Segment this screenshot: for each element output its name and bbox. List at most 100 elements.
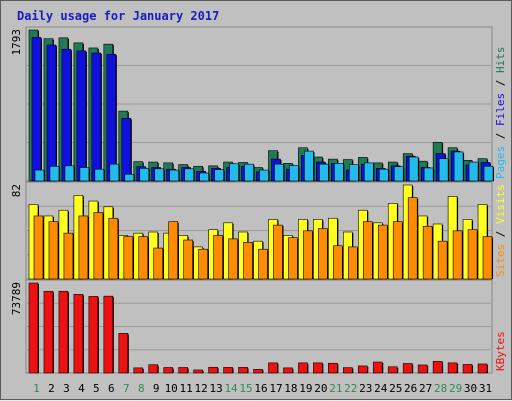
bar-pages-day-24 [378, 168, 389, 182]
bar-pages-day-25 [393, 166, 404, 182]
panel-2-legend: Sites / Visits [494, 184, 507, 277]
bar-kbytes-day-13 [208, 366, 218, 374]
bar-pages-day-7 [124, 173, 135, 182]
bar-pages-day-6 [109, 163, 120, 182]
x-tick-label: 7 [123, 382, 130, 395]
x-tick-label: 1 [33, 382, 40, 395]
x-tick-label: 21 [329, 382, 342, 395]
bar-pages-day-1 [34, 169, 45, 182]
bar-sites-day-21 [333, 245, 343, 280]
legend-entry: Pages [494, 146, 507, 179]
panel-1-legend: Pages / Files / Hits [494, 47, 507, 180]
chart-title: Daily usage for January 2017 [17, 9, 219, 23]
x-tick-label: 24 [374, 382, 388, 395]
bar-sites-day-5 [93, 212, 104, 280]
bar-pages-day-22 [349, 164, 359, 182]
bar-sites-day-3 [63, 232, 74, 280]
legend-entry: / [494, 73, 507, 93]
bar-sites-day-6 [108, 217, 119, 280]
bar-kbytes-day-29 [447, 362, 458, 374]
bar-sites-day-7 [123, 236, 134, 280]
bar-sites-day-9 [153, 247, 164, 280]
bar-files-day-5 [91, 52, 102, 182]
bar-kbytes-day-22 [343, 367, 353, 374]
panel-3-max-label: 73789 [10, 282, 23, 315]
x-tick-label: 19 [299, 382, 312, 395]
x-tick-label: 9 [153, 382, 160, 395]
bar-pages-day-19 [304, 150, 314, 182]
bar-pages-day-27 [423, 167, 434, 182]
x-tick-label: 15 [239, 382, 252, 395]
bar-pages-day-29 [453, 151, 464, 182]
bar-sites-day-24 [377, 224, 388, 280]
bar-kbytes-day-14 [223, 367, 233, 374]
bar-sites-day-19 [303, 230, 313, 280]
bar-kbytes-day-10 [163, 367, 174, 374]
bar-sites-day-17 [273, 224, 283, 280]
bar-pages-day-14 [229, 163, 239, 182]
bar-sites-day-13 [213, 235, 223, 280]
bar-files-day-3 [61, 48, 72, 182]
legend-entry: Sites [494, 244, 507, 277]
bar-pages-day-21 [334, 163, 344, 182]
bar-sites-day-20 [318, 228, 328, 280]
bar-kbytes-day-25 [387, 366, 398, 374]
bar-sites-day-26 [407, 197, 418, 280]
bar-sites-day-15 [243, 242, 253, 280]
bar-kbytes-day-24 [372, 361, 383, 374]
x-tick-label: 13 [209, 382, 222, 395]
bar-sites-day-28 [437, 240, 448, 280]
bar-pages-day-20 [319, 163, 329, 182]
panel-1-max-label: 1793 [10, 29, 23, 56]
x-tick-label: 28 [434, 382, 447, 395]
bar-kbytes-day-7 [118, 333, 129, 374]
bar-kbytes-day-15 [238, 367, 248, 374]
bar-kbytes-day-17 [268, 362, 278, 374]
x-tick-label: 3 [63, 382, 70, 395]
bar-kbytes-day-4 [73, 294, 84, 374]
bar-pages-day-13 [214, 169, 224, 182]
bar-pages-day-10 [169, 169, 180, 182]
x-tick-label: 31 [479, 382, 492, 395]
x-tick-label: 30 [464, 382, 477, 395]
bar-kbytes-day-1 [28, 282, 39, 374]
x-tick-label: 6 [108, 382, 115, 395]
legend-entry: Visits [494, 184, 507, 224]
bar-pages-day-17 [274, 163, 284, 182]
bar-sites-day-25 [392, 221, 403, 280]
bar-pages-day-3 [64, 165, 75, 182]
bar-kbytes-day-3 [58, 290, 69, 374]
x-tick-label: 17 [269, 382, 282, 395]
x-tick-label: 14 [224, 382, 238, 395]
x-tick-label: 16 [254, 382, 267, 395]
bar-files-day-6 [106, 53, 117, 182]
bar-kbytes-day-6 [103, 295, 114, 374]
bar-pages-day-26 [408, 156, 419, 182]
x-tick-label: 10 [165, 382, 178, 395]
x-tick-label: 20 [314, 382, 327, 395]
x-tick-label: 11 [180, 382, 193, 395]
bar-sites-day-18 [288, 237, 298, 280]
x-tick-label: 8 [138, 382, 145, 395]
x-tick-label: 4 [78, 382, 85, 395]
bar-sites-day-11 [183, 239, 193, 280]
bar-pages-day-16 [259, 169, 269, 182]
bar-sites-day-10 [168, 221, 179, 280]
bar-pages-day-30 [468, 161, 479, 182]
x-tick-label: 2 [48, 382, 55, 395]
bar-kbytes-day-11 [178, 367, 188, 374]
bar-pages-day-31 [483, 165, 494, 182]
x-tick-label: 29 [449, 382, 462, 395]
bar-kbytes-day-21 [328, 362, 338, 374]
bar-pages-day-4 [79, 167, 90, 182]
bar-kbytes-day-5 [88, 296, 99, 374]
bar-pages-day-15 [244, 163, 254, 182]
bar-kbytes-day-12 [193, 369, 203, 374]
panel-3-legend: KBytes [494, 331, 507, 371]
bar-sites-day-30 [467, 229, 478, 280]
bar-sites-day-27 [422, 225, 433, 280]
bar-kbytes-day-9 [148, 364, 159, 374]
bar-kbytes-day-26 [402, 363, 413, 374]
bar-kbytes-day-27 [417, 364, 428, 374]
